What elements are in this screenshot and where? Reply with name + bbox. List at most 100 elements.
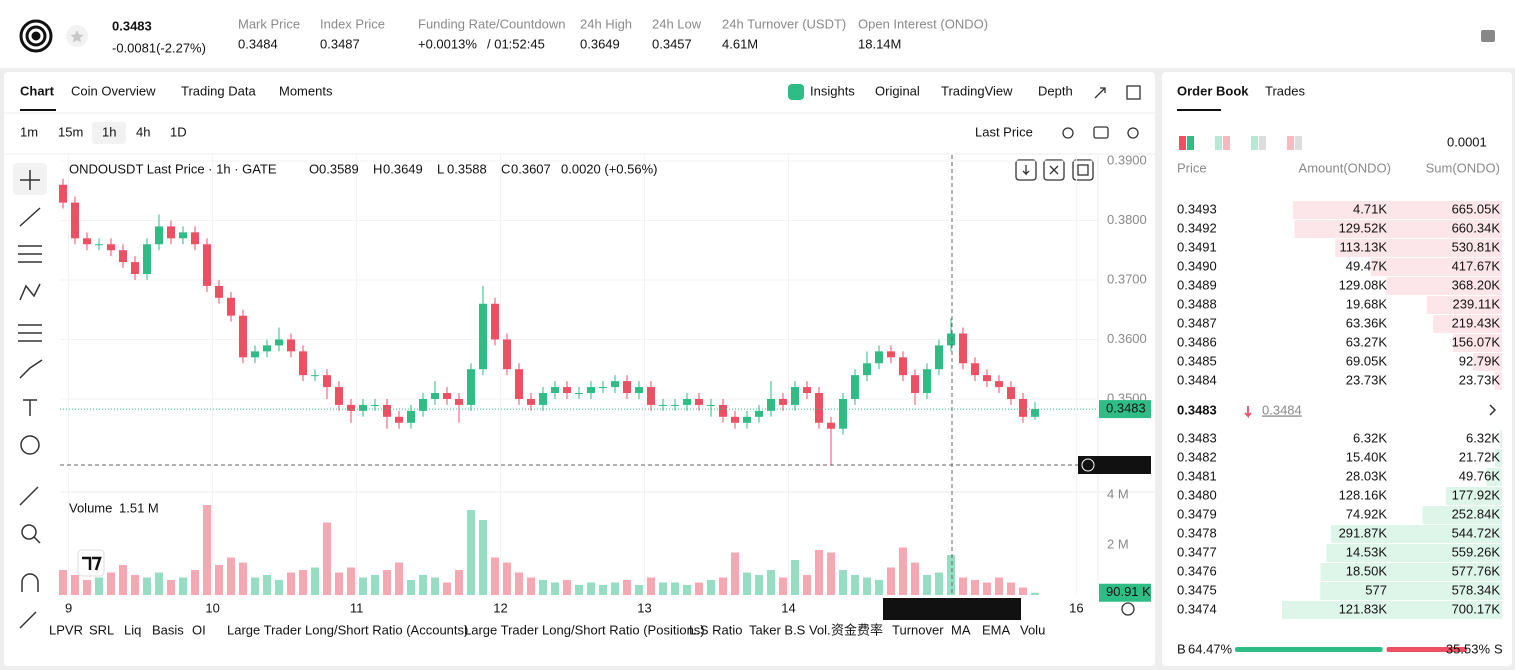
price-type[interactable]: Last Price bbox=[975, 124, 1033, 139]
volume-bar bbox=[191, 570, 199, 595]
sell-label: S bbox=[1494, 641, 1503, 656]
book-sum: 219.43K bbox=[1452, 315, 1501, 330]
candle-body bbox=[947, 333, 955, 346]
chart-tab[interactable]: Coin Overview bbox=[71, 83, 156, 98]
crosshair-time: Tue 15 Sep '26 03:00 bbox=[890, 600, 1013, 615]
notes-icon[interactable] bbox=[1481, 30, 1495, 42]
legend-key: O bbox=[309, 161, 319, 176]
header-bar bbox=[0, 0, 1515, 68]
book-price[interactable]: 0.3481 bbox=[1177, 468, 1217, 483]
price-change: -0.0081(-2.27%) bbox=[112, 40, 206, 55]
book-price[interactable]: 0.3484 bbox=[1177, 372, 1217, 387]
book-sum: 92.79K bbox=[1459, 353, 1501, 368]
chart-tab[interactable]: Moments bbox=[279, 83, 333, 98]
y-tick-label: 0.3800 bbox=[1107, 212, 1147, 227]
indicator[interactable]: L.S Ratio bbox=[689, 622, 742, 637]
book-price[interactable]: 0.3478 bbox=[1177, 525, 1217, 540]
precision[interactable]: 0.0001 bbox=[1447, 134, 1487, 149]
indicator[interactable]: Large Trader Long/Short Ratio (Accounts) bbox=[227, 622, 468, 637]
volume-bar bbox=[467, 510, 475, 595]
volume-bar bbox=[479, 520, 487, 595]
indicator[interactable]: Liq bbox=[124, 622, 141, 637]
candle-body bbox=[515, 369, 523, 399]
candle-body bbox=[191, 232, 199, 245]
book-price[interactable]: 0.3485 bbox=[1177, 353, 1217, 368]
chart-controls[interactable] bbox=[1015, 85, 1141, 616]
indicator[interactable]: SRL bbox=[89, 622, 114, 637]
candle-body bbox=[719, 404, 727, 417]
book-price[interactable]: 0.3488 bbox=[1177, 296, 1217, 311]
interval[interactable]: 1m bbox=[20, 124, 38, 139]
volume-bar bbox=[659, 582, 667, 595]
column-header: Price bbox=[1177, 160, 1207, 175]
interval[interactable]: 4h bbox=[136, 124, 150, 139]
book-price[interactable]: 0.3475 bbox=[1177, 582, 1217, 597]
candle-body bbox=[731, 416, 739, 423]
indicator[interactable]: OI bbox=[192, 622, 206, 637]
indicator[interactable]: Large Trader Long/Short Ratio (Positions… bbox=[464, 622, 705, 637]
stat-value: 18.14M bbox=[858, 36, 901, 51]
chart-tab[interactable]: Chart bbox=[20, 83, 55, 98]
volume-bar bbox=[743, 572, 751, 595]
candle-body bbox=[347, 404, 355, 411]
candle-body bbox=[83, 238, 91, 245]
x-tick-label: 9 bbox=[65, 600, 72, 615]
depth-bar bbox=[1426, 296, 1502, 314]
interval[interactable]: 15m bbox=[58, 124, 83, 139]
book-price[interactable]: 0.3487 bbox=[1177, 315, 1217, 330]
volume-bar bbox=[203, 505, 211, 595]
book-tab[interactable]: Trades bbox=[1265, 83, 1305, 98]
book-price[interactable]: 0.3477 bbox=[1177, 544, 1217, 559]
book-sum: 368.20K bbox=[1452, 277, 1501, 292]
stat-label: 24h Turnover (USDT) bbox=[722, 16, 846, 31]
view-tab[interactable]: Depth bbox=[1038, 83, 1073, 98]
indicator[interactable]: Volu bbox=[1020, 622, 1045, 637]
indicator[interactable]: LPVR bbox=[49, 622, 83, 637]
book-price[interactable]: 0.3493 bbox=[1177, 201, 1217, 216]
book-price[interactable]: 0.3476 bbox=[1177, 563, 1217, 578]
down-arrow bbox=[1244, 406, 1252, 419]
book-sum: 660.34K bbox=[1452, 220, 1501, 235]
book-price[interactable]: 0.3486 bbox=[1177, 334, 1217, 349]
book-price[interactable]: 0.3482 bbox=[1177, 449, 1217, 464]
indicator[interactable]: MA bbox=[951, 622, 971, 637]
book-sum: 577.76K bbox=[1452, 563, 1501, 578]
indicator[interactable]: 资金费率 bbox=[831, 622, 883, 637]
crosshair-price-label: 0.3389 bbox=[1106, 456, 1146, 471]
indicator[interactable]: Turnover bbox=[892, 622, 944, 637]
book-price[interactable]: 0.3479 bbox=[1177, 506, 1217, 521]
indicator[interactable]: Basis bbox=[152, 622, 184, 637]
book-price[interactable]: 0.3480 bbox=[1177, 487, 1217, 502]
view-tab[interactable]: TradingView bbox=[941, 83, 1013, 98]
view-tab[interactable]: Original bbox=[875, 83, 920, 98]
book-sum: 559.26K bbox=[1452, 544, 1501, 559]
book-price[interactable]: 0.3489 bbox=[1177, 277, 1217, 292]
indicator[interactable]: EMA bbox=[982, 622, 1011, 637]
book-price[interactable]: 0.3490 bbox=[1177, 258, 1217, 273]
book-price[interactable]: 0.3491 bbox=[1177, 239, 1217, 254]
depth-bar bbox=[1335, 239, 1502, 257]
candle-body bbox=[755, 410, 763, 417]
volume-bar bbox=[95, 577, 103, 595]
y-tick-label: 0.3700 bbox=[1107, 271, 1147, 286]
interval[interactable]: 1h bbox=[102, 124, 116, 139]
book-tab[interactable]: Order Book bbox=[1177, 83, 1249, 98]
x-tick-label: 16 bbox=[1069, 600, 1083, 615]
chart-tab[interactable]: Trading Data bbox=[181, 83, 256, 98]
volume-bar bbox=[947, 555, 955, 595]
volume-bar bbox=[515, 572, 523, 595]
volume-bar bbox=[563, 580, 571, 595]
indicator[interactable]: Taker B.S Vol. bbox=[749, 622, 831, 637]
book-price[interactable]: 0.3492 bbox=[1177, 220, 1217, 235]
last-price-badge bbox=[1099, 400, 1151, 419]
candle-body bbox=[959, 333, 967, 364]
interval[interactable]: 1D bbox=[170, 124, 187, 139]
add-alert[interactable] bbox=[1081, 458, 1095, 472]
view-tab[interactable]: Insights bbox=[810, 83, 855, 98]
book-layout-icons[interactable] bbox=[1179, 136, 1302, 150]
more-arrow[interactable] bbox=[1489, 404, 1497, 416]
book-price[interactable]: 0.3474 bbox=[1177, 601, 1217, 616]
volume-bar bbox=[371, 575, 379, 595]
book-price[interactable]: 0.3483 bbox=[1177, 430, 1217, 445]
